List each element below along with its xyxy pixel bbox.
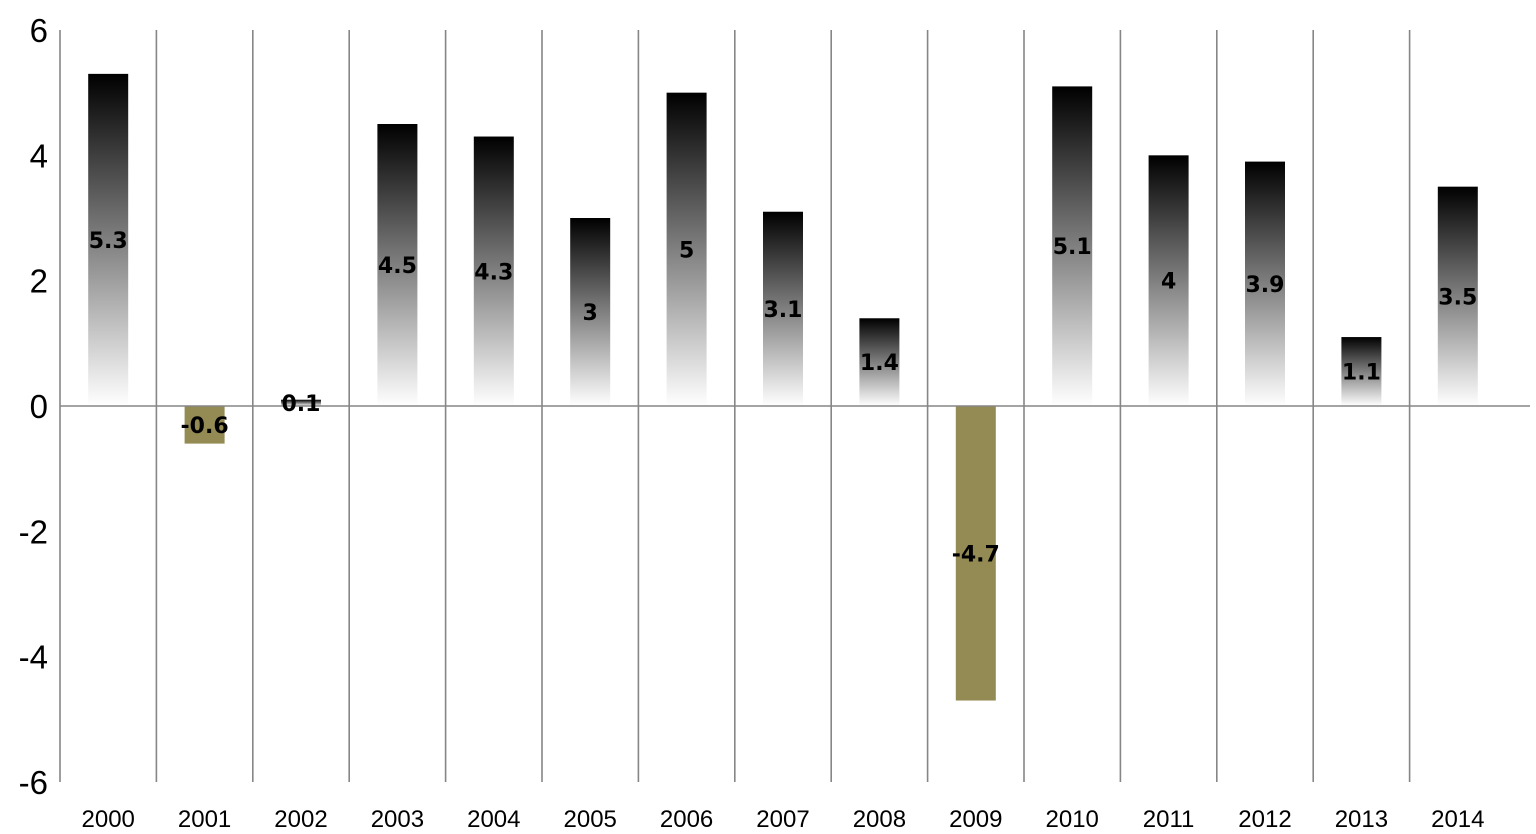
bar-2007 bbox=[763, 211, 803, 406]
x-tick-label: 2014 bbox=[1431, 806, 1484, 833]
bar-2002 bbox=[281, 399, 321, 406]
y-tick-label: -6 bbox=[19, 764, 48, 801]
x-tick-label: 2000 bbox=[82, 806, 135, 833]
bar-2004 bbox=[473, 136, 514, 407]
y-tick-label: 0 bbox=[30, 388, 48, 425]
bar-2013 bbox=[1341, 337, 1382, 406]
x-tick-label: 2005 bbox=[564, 806, 617, 833]
data-label: 1.4 bbox=[860, 351, 899, 376]
bar-2009 bbox=[955, 406, 996, 701]
data-label: 3.5 bbox=[1438, 285, 1477, 310]
x-tick-label: 2002 bbox=[274, 806, 327, 833]
y-tick-label: 6 bbox=[30, 12, 48, 49]
data-label: 5.1 bbox=[1053, 235, 1092, 260]
x-tick-label: 2013 bbox=[1335, 806, 1388, 833]
x-tick-label: 2001 bbox=[178, 806, 231, 833]
x-tick-label: 2012 bbox=[1238, 806, 1291, 833]
y-tick-label: -2 bbox=[19, 513, 48, 550]
data-label: 3.9 bbox=[1246, 273, 1285, 298]
data-label: 5 bbox=[679, 238, 694, 263]
x-tick-label: 2011 bbox=[1143, 806, 1195, 833]
y-tick-label: -4 bbox=[19, 639, 48, 676]
x-tick-label: 2008 bbox=[853, 806, 906, 833]
x-tick-label: 2003 bbox=[371, 806, 424, 833]
data-label: 1.1 bbox=[1342, 361, 1381, 386]
data-label: 4.3 bbox=[474, 260, 513, 285]
data-label: 4 bbox=[1161, 270, 1176, 295]
bar-2005 bbox=[570, 218, 611, 406]
bar-2010 bbox=[1052, 86, 1093, 407]
y-tick-label: 4 bbox=[30, 137, 48, 174]
bar-2011 bbox=[1148, 155, 1189, 406]
x-tick-label: 2007 bbox=[756, 806, 809, 833]
data-label: 3 bbox=[583, 301, 598, 326]
x-tick-label: 2006 bbox=[660, 806, 713, 833]
bar-2003 bbox=[377, 124, 418, 406]
data-label: -0.6 bbox=[181, 414, 229, 439]
x-tick-label: 2010 bbox=[1046, 806, 1099, 833]
x-tick-label: 2009 bbox=[949, 806, 1002, 833]
y-tick-label: 2 bbox=[30, 263, 48, 300]
bar-2001 bbox=[184, 406, 225, 444]
bar-2012 bbox=[1245, 161, 1285, 406]
data-label: 3.1 bbox=[764, 298, 803, 323]
bar-2008 bbox=[859, 318, 900, 406]
bar-2000 bbox=[88, 73, 129, 406]
data-label: 5.3 bbox=[89, 229, 128, 254]
data-label: 0.1 bbox=[282, 392, 321, 417]
bar-2014 bbox=[1437, 186, 1478, 406]
data-label: -4.7 bbox=[952, 542, 1000, 567]
bar-2006 bbox=[666, 92, 707, 407]
x-tick-label: 2004 bbox=[467, 806, 520, 833]
data-label: 4.5 bbox=[378, 254, 417, 279]
